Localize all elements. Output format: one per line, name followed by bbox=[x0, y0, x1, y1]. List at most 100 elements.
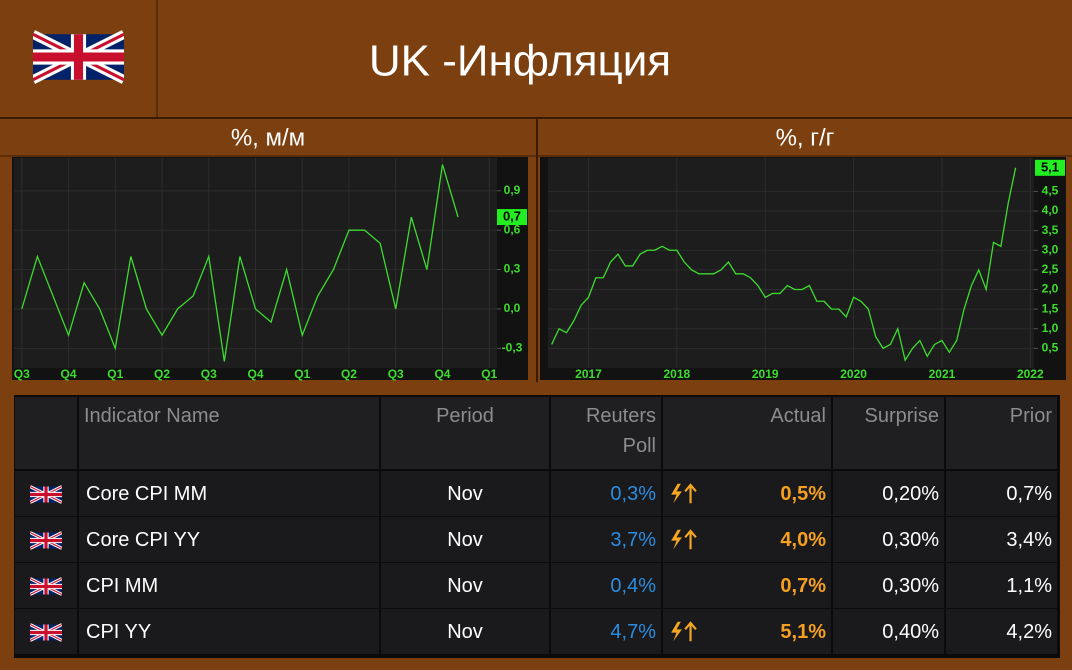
y-tick-label: 4,5 bbox=[1042, 184, 1059, 198]
cell-text: 4,2% bbox=[1006, 621, 1052, 643]
column-header: Prior bbox=[1009, 405, 1052, 427]
y-tick-label: -0,3 bbox=[502, 340, 523, 354]
cell bbox=[551, 471, 661, 516]
flag bbox=[33, 34, 124, 80]
x-tick-label: 2017 bbox=[575, 367, 602, 381]
cell bbox=[551, 517, 661, 562]
page-title: UK -Инфляция bbox=[369, 37, 671, 86]
cell bbox=[833, 609, 944, 654]
header-cell bbox=[79, 397, 379, 469]
header-cell-text: Prior bbox=[1009, 405, 1052, 427]
y-tick-label: 1,0 bbox=[1042, 321, 1059, 335]
cell-text: CPI YY bbox=[86, 621, 151, 643]
cell bbox=[833, 471, 944, 516]
cell-text: 0,4% bbox=[610, 575, 656, 597]
cell-text: Nov bbox=[447, 621, 483, 643]
header-cell bbox=[833, 397, 944, 469]
x-tick-label: Q3 bbox=[14, 367, 30, 381]
y-tick-label: 4,0 bbox=[1042, 203, 1059, 217]
cell bbox=[79, 563, 379, 608]
cell-text: Core CPI MM bbox=[86, 483, 207, 505]
cell-text: 4,0% bbox=[780, 529, 826, 551]
y-tick-label: 0,6 bbox=[504, 222, 521, 236]
column-header: Surprise bbox=[864, 405, 939, 427]
y-tick-label: 0,9 bbox=[504, 183, 521, 197]
last-value-box bbox=[497, 209, 527, 226]
x-tick-label: Q2 bbox=[341, 367, 357, 381]
cell bbox=[946, 517, 1057, 562]
cell bbox=[833, 517, 944, 562]
chart-title: %, м/м bbox=[231, 124, 305, 151]
cell-text: 4,7% bbox=[610, 621, 656, 643]
cell bbox=[79, 609, 379, 654]
x-tick-label: Q1 bbox=[107, 367, 123, 381]
cell-text: 1,1% bbox=[1006, 575, 1052, 597]
cell bbox=[551, 563, 661, 608]
y-tick-label: 0,5 bbox=[1042, 341, 1059, 355]
cell bbox=[946, 563, 1057, 608]
flag bbox=[30, 579, 62, 595]
cell bbox=[833, 563, 944, 608]
cell-text: Nov bbox=[447, 575, 483, 597]
x-tick-label: Q1 bbox=[294, 367, 310, 381]
last-value-box bbox=[1035, 159, 1065, 176]
header-cell bbox=[946, 397, 1057, 469]
cell bbox=[381, 517, 549, 562]
x-tick-label: 2020 bbox=[840, 367, 867, 381]
last-value-label: 5,1 bbox=[1041, 159, 1059, 174]
cell-text: Nov bbox=[447, 529, 483, 551]
header-cell bbox=[663, 397, 831, 469]
cell bbox=[946, 609, 1057, 654]
cell-text: 3,7% bbox=[610, 529, 656, 551]
y-tick-label: 1,5 bbox=[1042, 301, 1059, 315]
cell bbox=[381, 609, 549, 654]
y-tick-label: 2,0 bbox=[1042, 282, 1059, 296]
line-series bbox=[551, 167, 1017, 362]
cell-text: Nov bbox=[447, 483, 483, 505]
cell bbox=[79, 517, 379, 562]
cell-text: 0,3% bbox=[610, 483, 656, 505]
x-tick-label: Q3 bbox=[201, 367, 217, 381]
cell bbox=[551, 609, 661, 654]
y-tick-label: 0,3 bbox=[504, 262, 521, 276]
cell-text: CPI MM bbox=[86, 575, 158, 597]
column-header: Indicator Name bbox=[84, 405, 220, 427]
header-cell-text: Indicator Name bbox=[84, 405, 220, 427]
cell bbox=[946, 471, 1057, 516]
cell bbox=[79, 471, 379, 516]
header-cell-text: Reuters Poll bbox=[585, 405, 656, 457]
cell bbox=[381, 471, 549, 516]
x-tick-label: Q2 bbox=[154, 367, 170, 381]
flag bbox=[30, 625, 62, 641]
header-cell-text: Period bbox=[436, 405, 494, 427]
header-cell-text: Surprise bbox=[864, 405, 939, 427]
cell-text: 3,4% bbox=[1006, 529, 1052, 551]
header-cell bbox=[551, 397, 661, 469]
x-tick-label: 2021 bbox=[929, 367, 956, 381]
x-tick-label: Q4 bbox=[61, 367, 77, 381]
x-tick-label: 2022 bbox=[1017, 367, 1044, 381]
cell-text: 0,40% bbox=[882, 621, 939, 643]
header-cell bbox=[15, 397, 77, 469]
column-header: Actual bbox=[770, 405, 826, 427]
y-tick-label: 3,0 bbox=[1042, 242, 1059, 256]
last-value-label: 0,7 bbox=[503, 209, 521, 224]
cell-text: 0,20% bbox=[882, 483, 939, 505]
line-series bbox=[21, 164, 459, 362]
x-tick-label: Q4 bbox=[434, 367, 450, 381]
x-tick-label: Q4 bbox=[247, 367, 263, 381]
flag bbox=[30, 533, 62, 549]
x-tick-label: Q3 bbox=[388, 367, 404, 381]
cell-text: 5,1% bbox=[780, 621, 826, 643]
cell-text: 0,7% bbox=[1006, 483, 1052, 505]
cell-text: 0,7% bbox=[780, 575, 826, 597]
y-tick-label: 2,5 bbox=[1042, 262, 1059, 276]
plot-area bbox=[548, 158, 1034, 368]
column-header: Reuters Poll bbox=[585, 405, 656, 457]
cell bbox=[381, 563, 549, 608]
y-tick-label: 3,5 bbox=[1042, 223, 1059, 237]
header-cell-text: Actual bbox=[770, 405, 826, 427]
cell-text: 0,30% bbox=[882, 529, 939, 551]
x-tick-label: 2019 bbox=[752, 367, 779, 381]
